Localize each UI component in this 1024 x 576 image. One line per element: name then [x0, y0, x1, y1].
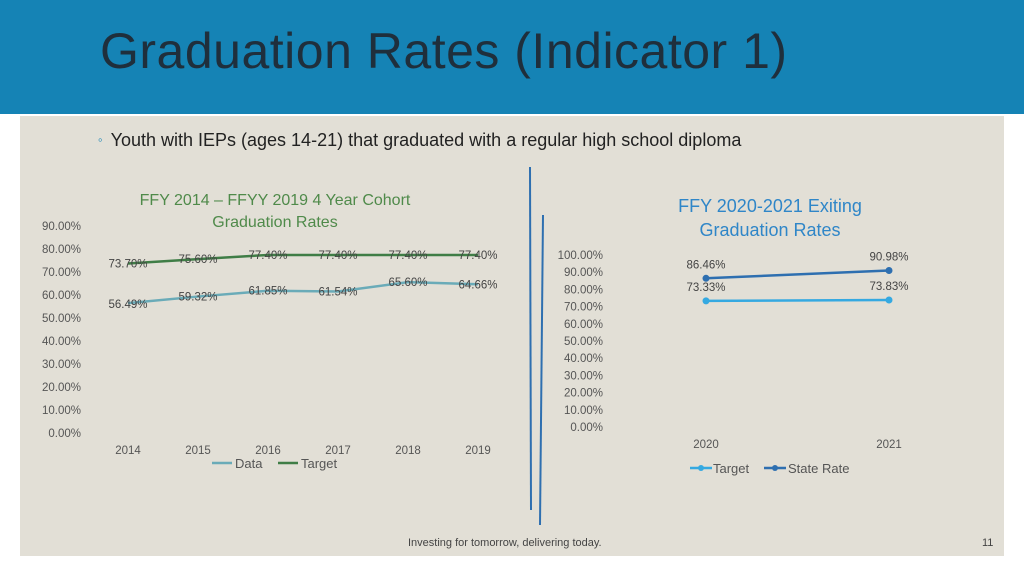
- chart1-y-tick: 70.00%: [42, 267, 81, 279]
- chart2-series-line-target: [705, 298, 890, 303]
- chart1-y-tick: 10.00%: [42, 405, 81, 417]
- slide-title: Graduation Rates (Indicator 1): [100, 23, 788, 79]
- chart1-data-label: 77.40%: [318, 250, 357, 262]
- page-number: 11: [982, 537, 994, 549]
- chart1-title: FFY 2014 – FFYY 2019 4 Year Cohort Gradu…: [139, 192, 411, 231]
- chart1-y-tick: 60.00%: [42, 290, 81, 302]
- chart1-y-tick: 40.00%: [42, 336, 81, 348]
- chart1-y-tick: 50.00%: [42, 313, 81, 325]
- bullet-item: ◦ Youth with IEPs (ages 14-21) that gradu…: [98, 130, 741, 151]
- content-panel: [20, 116, 1004, 556]
- chart2-legend-label-state: State Rate: [788, 461, 849, 476]
- chart1-legend-label-data: Data: [235, 456, 263, 471]
- chart1-y-tick: 80.00%: [42, 244, 81, 256]
- chart1-data-label: 59.32%: [178, 292, 217, 304]
- footer-text: Investing for tomorrow, delivering today…: [408, 537, 602, 549]
- chart2-y-tick: 40.00%: [564, 353, 603, 365]
- chart2-y-tick: 60.00%: [564, 319, 603, 331]
- chart1-x-tick: 2015: [185, 445, 211, 457]
- chart2-y-tick: 30.00%: [564, 370, 603, 382]
- chart1-data-label: 61.54%: [318, 286, 357, 298]
- chart2-data-label: 73.83%: [869, 281, 908, 293]
- chart1-data-label: 56.49%: [108, 299, 147, 311]
- chart1-data-label: 77.40%: [248, 250, 287, 262]
- chart1-y-tick: 0.00%: [48, 428, 81, 440]
- chart2-title: FFY 2020-2021 Exiting Graduation Rates: [678, 196, 862, 240]
- title-bar: [0, 0, 1024, 114]
- chart1-data-label: 77.40%: [388, 250, 427, 262]
- chart1-y-tick: 30.00%: [42, 359, 81, 371]
- chart2-data-label: 73.33%: [686, 282, 725, 294]
- chart2-y-tick: 50.00%: [564, 336, 603, 348]
- chart2-data-point: [702, 297, 710, 305]
- chart1-x-tick: 2019: [465, 445, 491, 457]
- bullet-icon: ◦: [98, 132, 103, 147]
- divider-line-1: [529, 166, 532, 511]
- chart2-y-tick: 100.00%: [558, 250, 603, 262]
- chart1-series-line-data: [127, 280, 479, 305]
- chart2-y-tick: 20.00%: [564, 388, 603, 400]
- chart1-data-label: 73.70%: [108, 258, 147, 270]
- chart1-x-tick: 2016: [255, 445, 281, 457]
- chart1-x-tick: 2017: [325, 445, 351, 457]
- chart2-y-tick: 80.00%: [564, 284, 603, 296]
- bullet-text: Youth with IEPs (ages 14-21) that gradua…: [110, 130, 742, 150]
- chart1-data-label: 65.60%: [388, 277, 427, 289]
- chart2-y-tick: 0.00%: [570, 422, 603, 434]
- chart2-legend-marker-target: [698, 465, 704, 471]
- chart1-y-tick: 20.00%: [42, 382, 81, 394]
- chart1-data-label: 64.66%: [458, 279, 497, 291]
- chart2-data-label: 86.46%: [686, 259, 725, 271]
- chart2-x-tick: 2020: [693, 439, 719, 451]
- chart1-data-label: 77.40%: [458, 250, 497, 262]
- chart1-x-tick: 2018: [395, 445, 421, 457]
- chart2-legend-label-target: Target: [713, 461, 750, 476]
- chart2-data-point: [885, 296, 893, 304]
- divider-line-2: [539, 214, 544, 526]
- chart2-series-line-state-rate: [705, 269, 890, 280]
- chart2-data-label: 90.98%: [869, 252, 908, 264]
- chart2-y-tick: 70.00%: [564, 302, 603, 314]
- chart1-data-label: 61.85%: [248, 286, 287, 298]
- chart1-x-tick: 2014: [115, 445, 141, 457]
- chart1-legend-label-target: Target: [301, 456, 338, 471]
- chart1-series-line-target: [127, 253, 478, 265]
- chart1-y-tick: 90.00%: [42, 221, 81, 233]
- chart2-y-tick: 10.00%: [564, 405, 603, 417]
- chart2-data-point: [702, 274, 710, 282]
- chart1-data-label: 75.60%: [178, 254, 217, 266]
- chart2-y-tick: 90.00%: [564, 267, 603, 279]
- chart2-x-tick: 2021: [876, 439, 902, 451]
- chart2-data-point: [885, 267, 893, 275]
- chart2-legend-marker-state: [772, 465, 778, 471]
